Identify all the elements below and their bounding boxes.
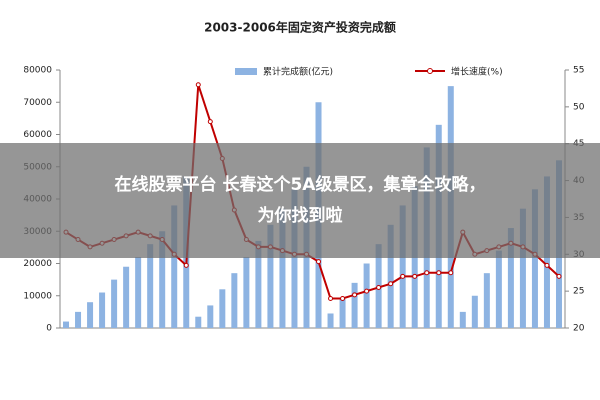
overlay-text: 为你找到啦	[258, 205, 343, 226]
bar	[231, 273, 238, 328]
y-tick-label: 80000	[23, 66, 52, 76]
overlay-text: 在线股票平台 长春这个5A级景区，集章全攻略，	[115, 174, 486, 195]
bar	[459, 311, 466, 328]
line-marker	[544, 262, 550, 268]
line-marker	[364, 288, 370, 294]
chart-title: 2003-2006年固定资产投资完成额	[204, 20, 396, 35]
bar	[195, 316, 202, 328]
bar	[123, 266, 130, 328]
line-marker	[556, 273, 562, 279]
bar	[111, 279, 118, 328]
bar	[267, 224, 274, 328]
bar	[483, 273, 490, 328]
legend-swatch	[235, 68, 257, 75]
y2-tick-label: 20	[573, 324, 585, 334]
bar	[531, 189, 538, 328]
bar	[255, 240, 262, 328]
y2-tick-label: 25	[573, 287, 584, 297]
line-marker	[328, 296, 334, 302]
bar	[519, 208, 526, 328]
bar	[291, 189, 298, 328]
y-tick-label: 10000	[23, 291, 52, 301]
bar	[87, 302, 94, 328]
bar	[495, 250, 502, 328]
legend-label: 累计完成额(亿元)	[263, 66, 333, 78]
bar	[75, 311, 82, 328]
line-marker	[424, 270, 430, 276]
bar	[207, 305, 214, 328]
bar	[339, 298, 346, 328]
line-marker	[352, 292, 358, 298]
y-tick-label: 20000	[23, 259, 52, 269]
bar	[63, 321, 70, 328]
bar	[171, 205, 178, 328]
line-marker	[195, 82, 201, 88]
line-marker	[376, 284, 382, 290]
legend-marker	[427, 68, 433, 74]
bar	[243, 257, 250, 328]
line-marker	[400, 273, 406, 279]
line-marker	[448, 270, 454, 276]
bar	[279, 208, 286, 328]
line-marker	[436, 270, 442, 276]
line-marker	[316, 259, 322, 265]
y2-tick-label: 55	[573, 66, 584, 76]
y2-tick-label: 50	[573, 102, 585, 112]
bar	[327, 313, 334, 328]
bar	[363, 263, 370, 328]
bar	[399, 205, 406, 328]
bar	[99, 292, 106, 328]
bar	[471, 295, 478, 328]
line-marker	[388, 281, 394, 287]
y-tick-label: 70000	[23, 98, 52, 108]
y-tick-label: 0	[46, 324, 52, 334]
bar	[387, 224, 394, 328]
bar	[147, 244, 154, 328]
line-marker	[183, 262, 189, 268]
legend-label: 增长速度(%)	[451, 66, 503, 78]
bar	[219, 289, 226, 328]
y-tick-label: 60000	[23, 130, 52, 140]
line-marker	[207, 119, 213, 125]
line-marker	[412, 273, 418, 279]
overlay-banner	[0, 143, 600, 258]
bar	[351, 282, 358, 328]
bar	[135, 257, 142, 328]
line-marker	[340, 296, 346, 302]
bar	[507, 228, 514, 328]
bar	[159, 231, 166, 328]
